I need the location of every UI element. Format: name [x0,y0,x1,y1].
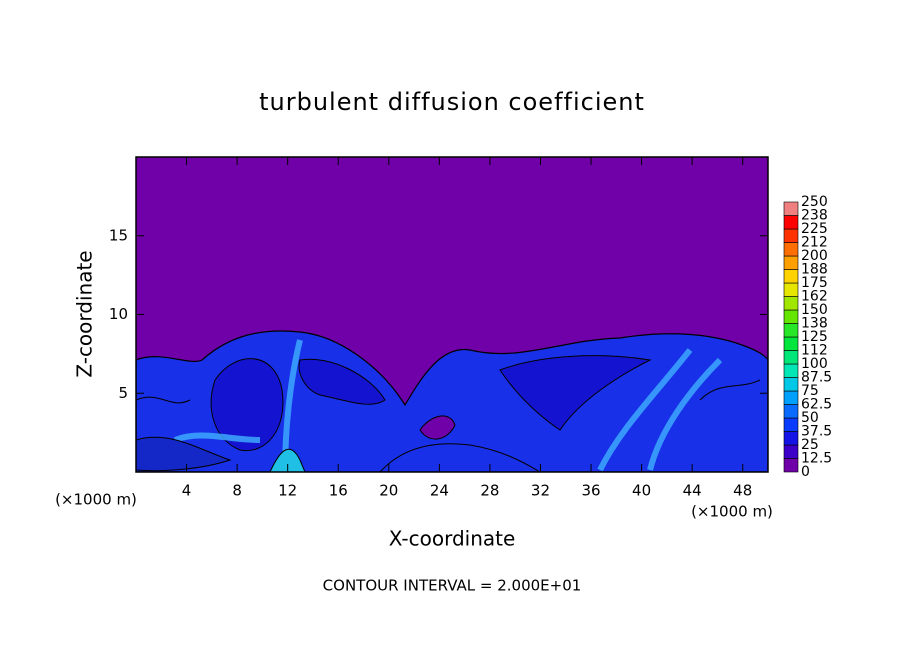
colorbar-label: 87.5 [801,370,832,386]
x-axis-label: X-coordinate [389,527,516,551]
x-unit-left: (×1000 m) [55,491,137,509]
x-tick-label: 36 [581,482,600,500]
x-tick-label: 24 [430,482,449,500]
x-tick-label: 32 [531,482,550,500]
y-axis-label: Z-coordinate [73,250,97,377]
x-tick-label: 4 [182,482,192,500]
colorbar-bin [783,444,799,459]
colorbar-bin [783,228,799,243]
colorbar-bin [783,336,799,351]
colorbar-bin [783,350,799,365]
colorbar-label: 100 [801,356,828,372]
colorbar-label: 0 [801,464,810,480]
colorbar-bin [783,201,799,216]
colorbar-bin [783,255,799,270]
x-tick-label: 8 [232,482,242,500]
colorbar-label: 125 [801,329,828,345]
colorbar-label: 212 [801,235,828,251]
colorbar-bin [783,417,799,432]
x-tick-label: 20 [379,482,398,500]
colorbar-label: 138 [801,316,828,332]
colorbar-label: 188 [801,262,828,278]
chart-title: turbulent diffusion coefficient [259,88,645,116]
colorbar-bin [783,309,799,324]
colorbar-label: 75 [801,383,819,399]
colorbar-label: 37.5 [801,424,832,440]
colorbar-bin [783,404,799,419]
colorbar-bin [783,377,799,392]
x-tick-label: 16 [329,482,348,500]
annotation: CONTOUR INTERVAL = 2.000E+01 [323,577,582,595]
colorbar-label: 12.5 [801,451,832,467]
colorbar-bin [783,390,799,405]
x-unit-right: (×1000 m) [691,503,773,521]
colorbar-label: 150 [801,302,828,318]
contour-field [136,157,768,472]
colorbar-bin [783,296,799,311]
colorbar-bin [783,242,799,257]
colorbar-label: 62.5 [801,397,832,413]
colorbar-bin [783,363,799,378]
colorbar-label: 250 [801,194,828,210]
colorbar-label: 112 [801,343,828,359]
colorbar-label: 175 [801,275,828,291]
x-tick-label: 44 [683,482,702,500]
x-tick-label: 28 [480,482,499,500]
colorbar-bin [783,323,799,338]
x-tick-label: 12 [278,482,297,500]
colorbar-bin [783,269,799,284]
colorbar-label: 25 [801,437,819,453]
x-tick-label: 48 [733,482,752,500]
colorbar-label: 200 [801,248,828,264]
colorbar-bin [783,215,799,230]
y-tick-label: 5 [118,384,128,402]
y-tick-label: 10 [109,305,128,323]
x-tick-label: 40 [632,482,651,500]
colorbar-bin [783,282,799,297]
colorbar-label: 162 [801,289,828,305]
y-tick-label: 15 [109,226,128,244]
colorbar-label: 238 [801,208,828,224]
colorbar-label: 50 [801,410,819,426]
colorbar-bin [783,431,799,446]
colorbar-bin [783,458,799,473]
colorbar-label: 225 [801,221,828,237]
